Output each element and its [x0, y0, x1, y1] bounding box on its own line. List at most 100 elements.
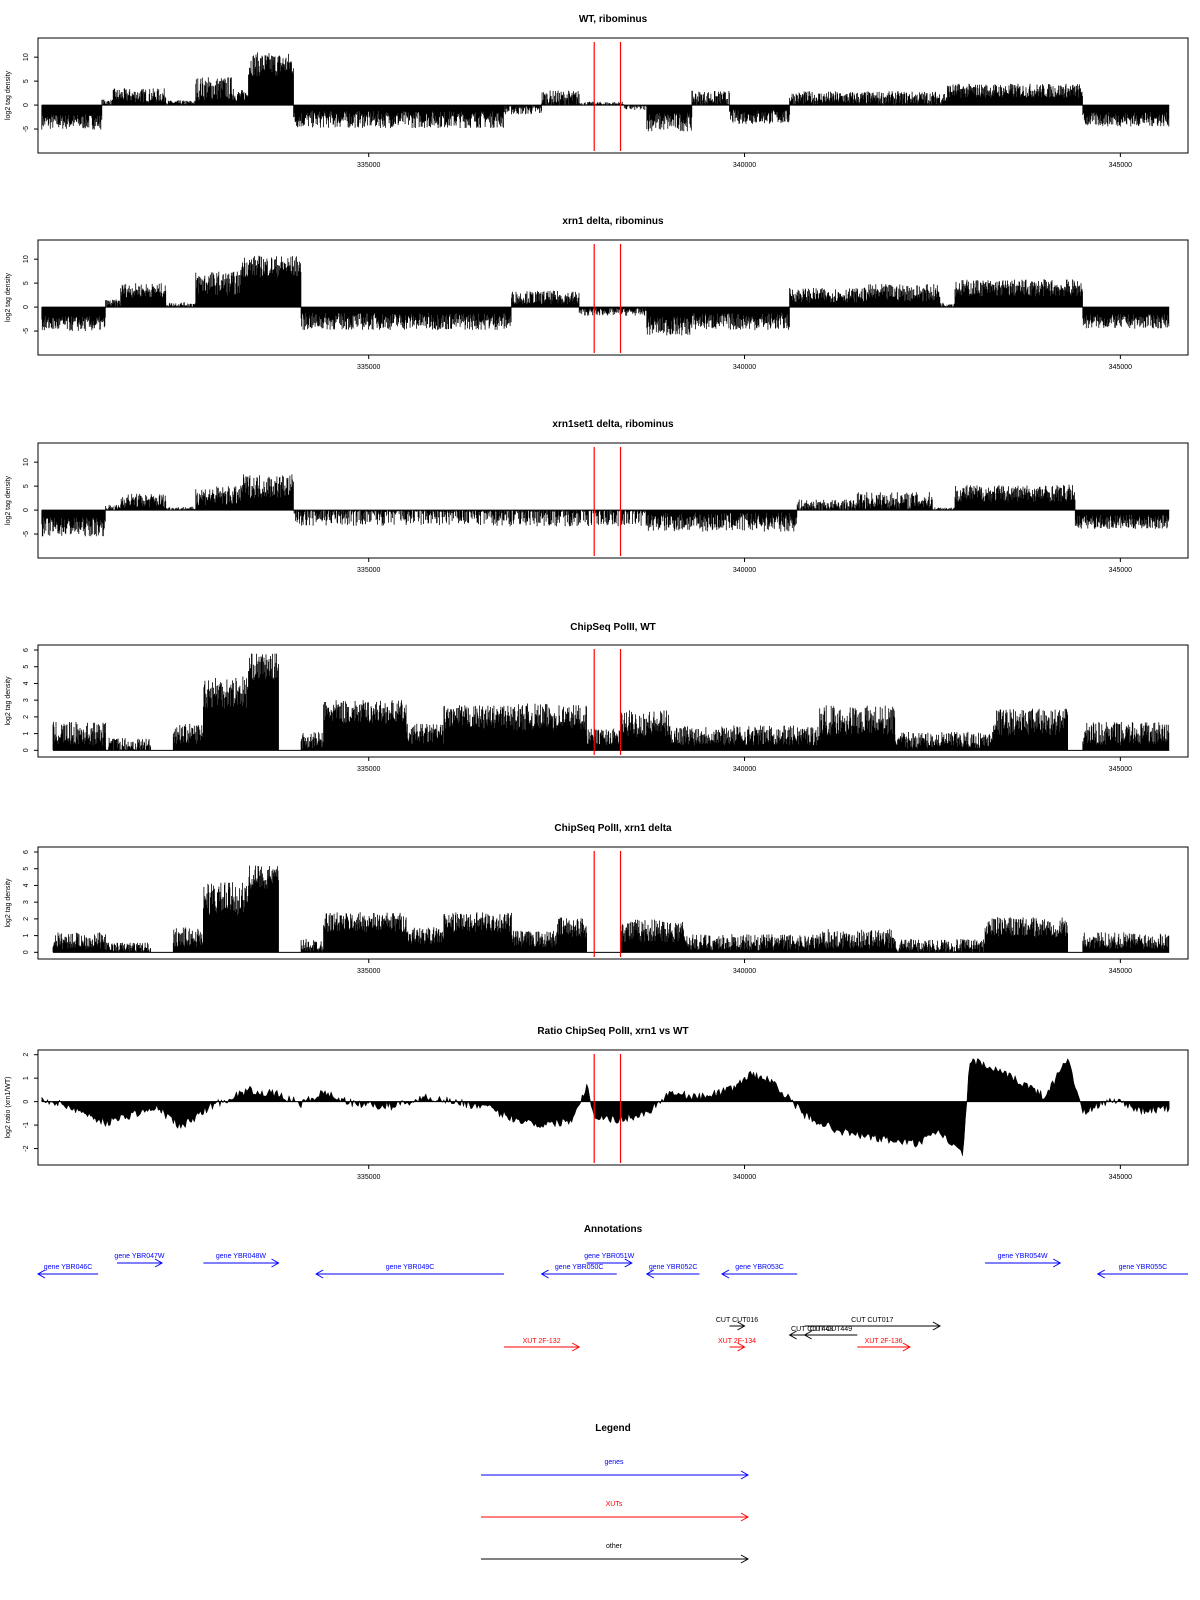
x-tick-label: 335000 [357, 766, 380, 773]
gene-arrow: gene YBR054W [985, 1253, 1062, 1268]
xut-arrow: XUT 2F-136 [857, 1338, 911, 1352]
arrow-head [540, 1269, 549, 1279]
y-axis-label: log2 tag density [5, 272, 12, 322]
xut-label: XUT 2F-134 [718, 1338, 756, 1345]
y-tick-label: 4 [23, 681, 30, 685]
y-tick-label: 1 [23, 934, 30, 938]
legend-panel: Legend genes XUTs other [481, 1423, 750, 1564]
y-tick-label: -2 [23, 1145, 30, 1151]
legend-label: other [606, 1543, 623, 1550]
track-title: ChipSeq PolII, WT [570, 622, 656, 633]
legend-item-other: other [481, 1543, 750, 1564]
x-tick-label: 345000 [1109, 968, 1132, 975]
y-tick-label: 3 [23, 698, 30, 702]
track-title: xrn1set1 delta, ribominus [552, 419, 674, 430]
plot-frame [37, 37, 1189, 154]
y-tick-label: 4 [23, 883, 30, 887]
y-tick-label: 2 [23, 1053, 30, 1057]
y-tick-label: 5 [23, 281, 30, 285]
arrow-head [902, 1342, 911, 1352]
y-tick-label: 6 [23, 648, 30, 652]
arrow-head [1052, 1258, 1062, 1268]
xut-arrow: XUT 2F-134 [718, 1338, 756, 1352]
y-tick-label: 5 [23, 665, 30, 669]
track-data [41, 1058, 1170, 1156]
x-tick-label: 340000 [733, 766, 756, 773]
annotations-panel: Annotations gene YBR046C gene YBR047W gene … [36, 1224, 1188, 1352]
track-panel-1: WT, ribominus log2 tag density -5 0 5 10 33500… [5, 14, 1189, 169]
arrow-head [720, 1269, 730, 1279]
track-panel-4: ChipSeq PolII, WT log2 tag density 0 1 2 3 4 5 6… [5, 622, 1189, 773]
track-title: xrn1 delta, ribominus [562, 216, 664, 227]
x-tick-label: 340000 [733, 968, 756, 975]
arrow-head [271, 1258, 280, 1268]
x-tick-label: 345000 [1109, 162, 1132, 169]
xut-arrow: XUT 2F-132 [504, 1338, 581, 1352]
y-tick-label: -5 [23, 531, 30, 537]
gene-arrow: gene YBR053C [720, 1264, 798, 1279]
xut-label: XUT 2F-136 [865, 1338, 903, 1345]
gene-label: gene YBR052C [649, 1264, 698, 1271]
y-tick-label: 10 [23, 255, 30, 263]
x-tick-label: 340000 [733, 1174, 756, 1181]
cut-arrow: CUT CUT016 [716, 1317, 758, 1331]
gene-arrow: gene YBR048W [203, 1253, 280, 1268]
track-data [52, 865, 1170, 953]
y-axis-label: log2 tag density [5, 475, 12, 525]
arrow-head [1096, 1269, 1106, 1279]
gene-label: gene YBR049C [386, 1264, 435, 1271]
arrow-head [645, 1269, 655, 1279]
legend-title: Legend [595, 1423, 631, 1434]
track-panel-6: Ratio ChipSeq PolII, xrn1 vs WT log2 rati… [5, 1026, 1189, 1181]
y-tick-label: 2 [23, 715, 30, 719]
x-tick-label: 340000 [733, 567, 756, 574]
y-axis-label: log2 tag density [5, 878, 12, 928]
density-bars [52, 865, 1170, 953]
gene-arrow: gene YBR050C [540, 1264, 617, 1279]
gene-arrow: gene YBR046C [36, 1264, 99, 1279]
y-tick-label: 0 [23, 103, 30, 107]
y-tick-label: 5 [23, 79, 30, 83]
arrow-head [788, 1330, 797, 1340]
y-tick-label: 5 [23, 484, 30, 488]
arrow-head [315, 1269, 324, 1279]
density-bars [41, 52, 1170, 132]
gene-arrow: gene YBR047W [114, 1253, 165, 1268]
y-tick-label: 0 [23, 950, 30, 954]
y-tick-label: -5 [23, 126, 30, 132]
density-bars [41, 474, 1170, 537]
arrow-head [932, 1321, 941, 1331]
arrow-head [154, 1258, 164, 1268]
arrow-head [571, 1342, 581, 1352]
y-tick-label: 3 [23, 900, 30, 904]
x-tick-label: 345000 [1109, 364, 1132, 371]
gene-label: gene YBR053C [735, 1264, 784, 1271]
x-tick-label: 345000 [1109, 766, 1132, 773]
x-tick-label: 335000 [357, 968, 380, 975]
legend-label: XUTs [606, 1501, 623, 1508]
y-tick-label: 10 [23, 458, 30, 466]
y-tick-label: 0 [23, 508, 30, 512]
y-tick-label: -1 [23, 1122, 30, 1128]
track-data [41, 52, 1170, 132]
y-tick-label: 10 [23, 53, 30, 61]
annotations-title: Annotations [584, 1224, 643, 1235]
gene-arrow: gene YBR051W [584, 1253, 635, 1268]
y-axis-label: log2 ratio (xrn1/WT) [5, 1077, 12, 1139]
track-panel-5: ChipSeq PolII, xrn1 delta log2 tag densit… [5, 823, 1189, 975]
arrow-head [36, 1269, 46, 1279]
y-tick-label: 5 [23, 867, 30, 871]
x-tick-label: 335000 [357, 364, 380, 371]
y-tick-label: 1 [23, 1076, 30, 1080]
gene-arrow: gene YBR052C [645, 1264, 700, 1279]
x-tick-label: 340000 [733, 364, 756, 371]
density-bars [41, 255, 1170, 336]
cut-arrow: CUT CUT448 [788, 1326, 835, 1340]
gene-label: gene YBR046C [44, 1264, 93, 1271]
plot-frame [37, 846, 1189, 960]
track-title: Ratio ChipSeq PolII, xrn1 vs WT [537, 1026, 688, 1037]
y-tick-label: -5 [23, 328, 30, 334]
cut-label: CUT CUT449 [810, 1326, 852, 1333]
arrow-head [740, 1470, 750, 1480]
gene-label: gene YBR050C [555, 1264, 604, 1271]
